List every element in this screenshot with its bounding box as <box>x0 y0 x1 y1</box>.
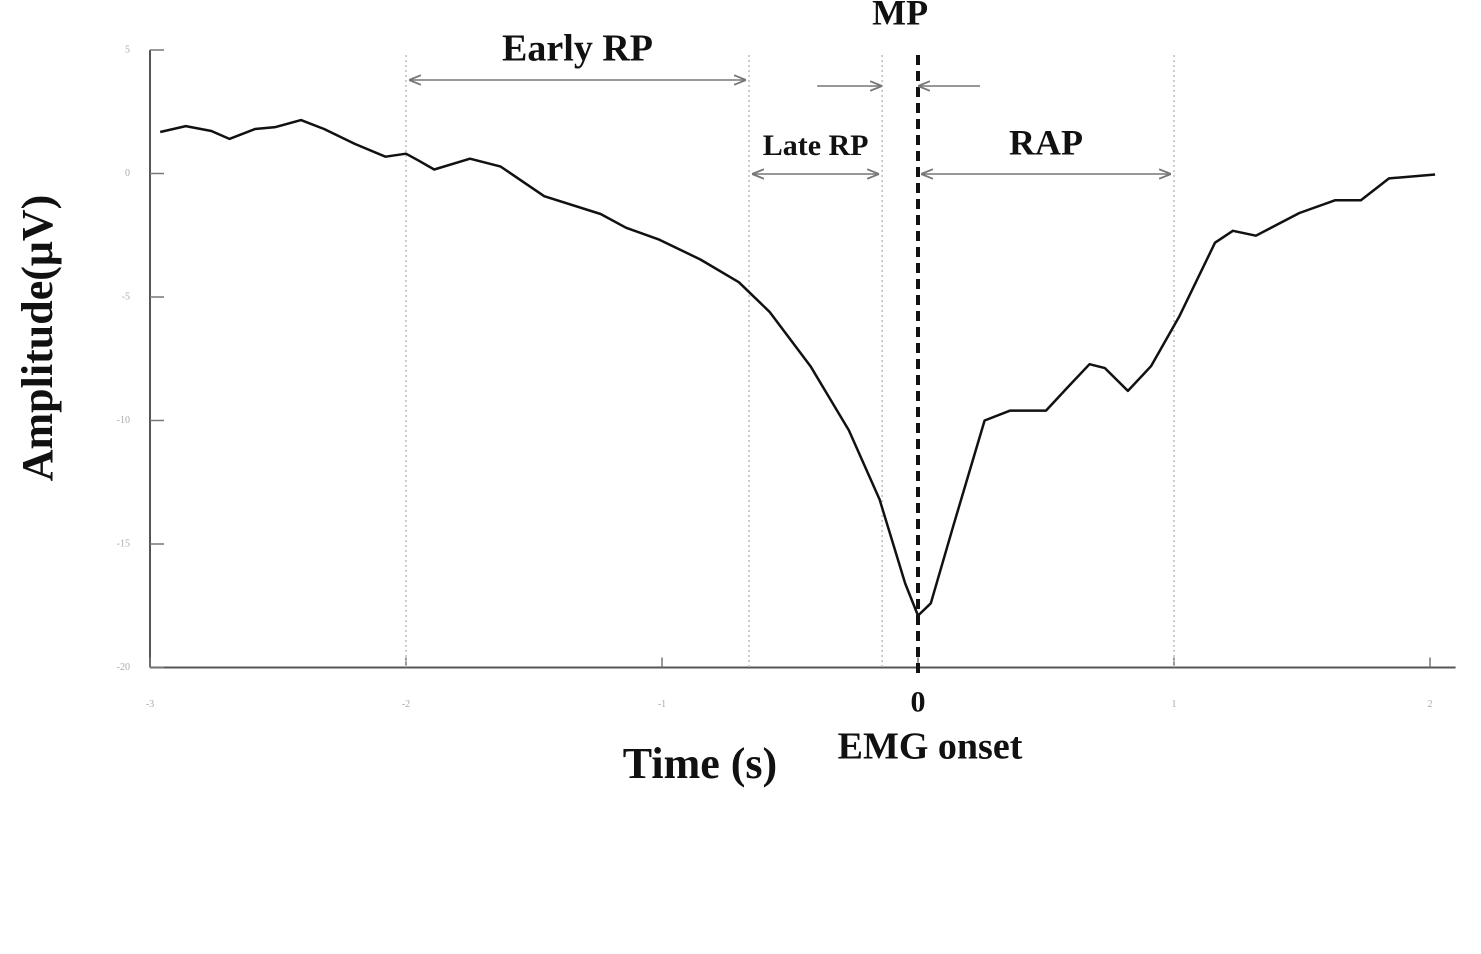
y-tick-label: 5 <box>125 44 130 55</box>
annotation-label: MP <box>872 0 928 32</box>
annotation-label: RAP <box>1009 122 1083 162</box>
x-tick-label: 2 <box>1428 699 1433 710</box>
x-tick-label: -2 <box>402 699 410 710</box>
y-tick-label: -10 <box>117 415 130 426</box>
x-tick-label: 1 <box>1172 699 1177 710</box>
y-tick-label: -20 <box>117 662 130 673</box>
annotation-label: Late RP <box>763 129 869 162</box>
x-tick-label: 0 <box>911 685 926 718</box>
onset-label: EMG onset <box>838 726 1023 768</box>
x-axis-label: Time (s) <box>623 739 777 788</box>
y-tick-label: -5 <box>122 291 130 302</box>
x-tick-label: -1 <box>658 699 666 710</box>
annotation-label: Early RP <box>502 28 653 70</box>
y-axis-label: Amplitude(μV) <box>13 195 62 482</box>
y-tick-label: 0 <box>125 168 130 179</box>
x-tick-label: -3 <box>146 699 154 710</box>
line-series <box>159 118 1436 617</box>
y-tick-label: -15 <box>117 538 130 549</box>
